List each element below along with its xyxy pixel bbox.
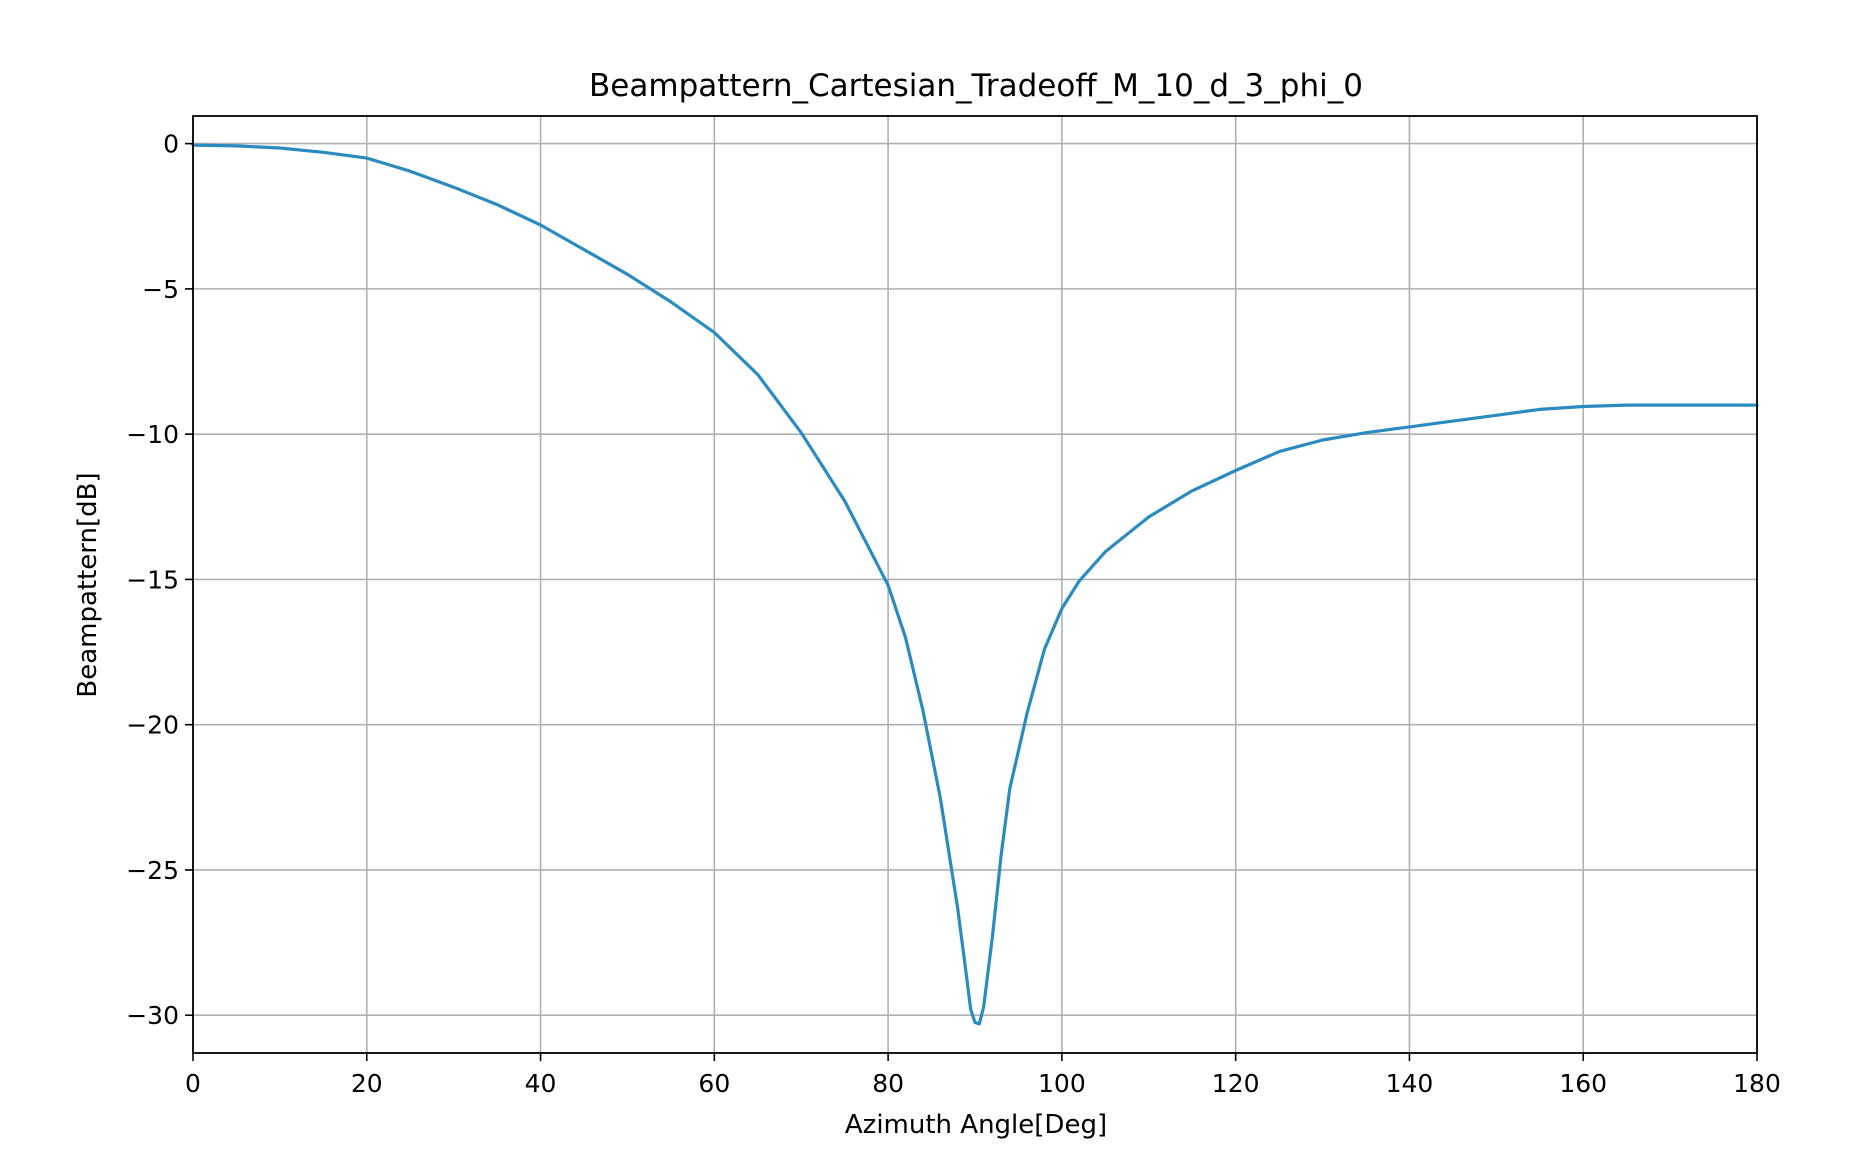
- x-tick-label: 0: [185, 1069, 201, 1098]
- x-tick-label: 60: [698, 1069, 730, 1098]
- grid: [192, 116, 1758, 1053]
- x-tick-label: 80: [872, 1069, 904, 1098]
- x-tick-label: 40: [525, 1069, 557, 1098]
- y-tick-label: −30: [126, 1001, 179, 1030]
- plot-frame: [192, 115, 1758, 1054]
- y-tick-label: −15: [126, 565, 179, 594]
- y-tick-label: −25: [126, 856, 179, 885]
- x-tick-label: 180: [1733, 1069, 1781, 1098]
- x-tick-label: 20: [351, 1069, 383, 1098]
- axis-ticks: 0 20 40 60 80 100 120 140 160 180 0 −5 −10 −15 −20 −25 −…: [126, 130, 1781, 1098]
- y-tick-label: −20: [126, 711, 179, 740]
- y-tick-label: −5: [142, 275, 179, 304]
- x-axis-label: Azimuth Angle[Deg]: [845, 1110, 1107, 1140]
- series-layer: [191, 143, 1759, 1026]
- y-tick-label: 0: [163, 130, 179, 159]
- chart-title: Beampattern_Cartesian_Tradeoff_M_10_d_3_…: [589, 68, 1363, 104]
- series-line: [191, 143, 1759, 1026]
- x-tick-label: 100: [1038, 1069, 1086, 1098]
- y-axis-label: Beampattern[dB]: [73, 472, 103, 697]
- x-tick-label: 140: [1386, 1069, 1434, 1098]
- x-tick-label: 160: [1559, 1069, 1607, 1098]
- y-tick-label: −10: [126, 420, 179, 449]
- x-tick-label: 120: [1212, 1069, 1260, 1098]
